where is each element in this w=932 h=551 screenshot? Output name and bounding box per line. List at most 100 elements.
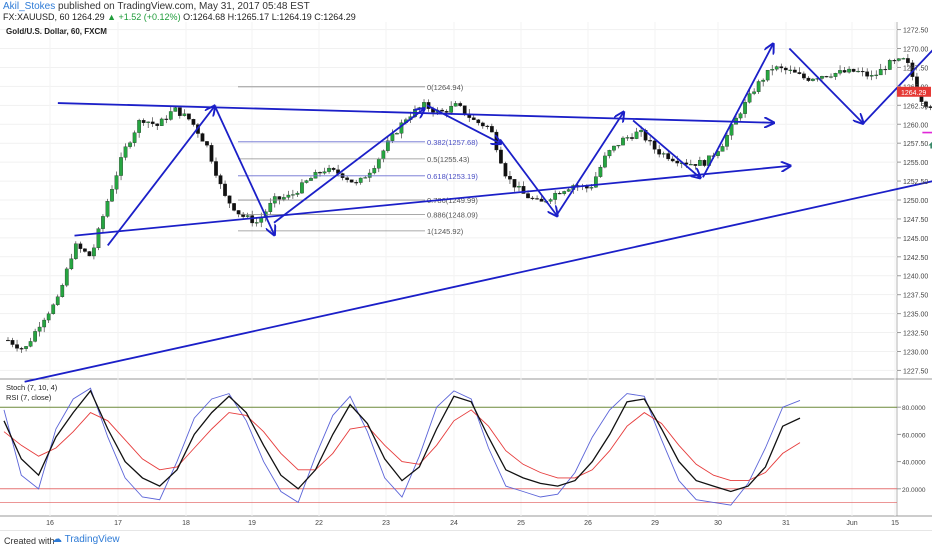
candle-body — [489, 126, 494, 133]
candle-body — [621, 137, 625, 146]
price-tick-label: 1230.00 — [903, 349, 928, 356]
candle-body — [227, 195, 232, 204]
candle-body — [19, 348, 24, 350]
candle-body — [829, 76, 833, 78]
candle-body — [55, 296, 60, 305]
candle-body — [670, 158, 675, 162]
price-tick-label: 1272.50 — [903, 28, 928, 35]
wave-arrow — [213, 104, 274, 235]
candle-body — [675, 160, 680, 164]
candle-body — [833, 73, 838, 77]
candle-body — [232, 203, 236, 211]
candle-body — [164, 118, 169, 120]
candle-body — [806, 77, 811, 81]
price-tick-label: 1232.50 — [903, 331, 928, 338]
candle-body — [743, 102, 747, 114]
price-tick-label: 1227.50 — [903, 368, 928, 375]
price-tick-label: 1257.50 — [903, 141, 928, 148]
candle-body — [720, 146, 725, 152]
fib-level-label: 0(1264.94) — [427, 83, 464, 92]
candle-body — [865, 71, 870, 77]
price-tick-label: 1267.50 — [903, 65, 928, 72]
candle-body — [182, 113, 187, 116]
candle-body — [874, 74, 879, 76]
candle-body — [774, 66, 779, 70]
candle-body — [367, 172, 372, 178]
price-tick-label: 1270.00 — [903, 47, 928, 54]
candle-body — [187, 113, 191, 120]
candle-body — [155, 123, 160, 126]
candle-body — [688, 164, 693, 166]
candle-body — [291, 194, 295, 196]
candle-body — [114, 175, 119, 190]
candle-body — [530, 197, 535, 199]
candle-body — [64, 268, 69, 286]
osc-tick-label: 80.0000 — [902, 405, 926, 412]
wave-arrow — [273, 109, 424, 224]
candle-body — [241, 213, 246, 217]
candle-body — [245, 215, 250, 217]
candle-body — [363, 177, 368, 179]
candle-body — [6, 339, 10, 342]
ohlc-high: H:1265.17 — [227, 12, 270, 22]
candle-body — [327, 167, 331, 172]
symbol-label: FX:XAUUSD, 60 — [3, 12, 70, 22]
chart-area[interactable]: Gold/U.S. Dollar, 60, FXCM 0(1264.94) 0.38… — [0, 22, 932, 530]
stoch-title: Stoch (7, 10, 4) — [6, 383, 58, 392]
wave-arrow — [702, 45, 773, 178]
candle-body — [376, 158, 381, 169]
candle-body — [268, 202, 273, 212]
osc-tick-label: 40.0000 — [902, 460, 926, 467]
chart-canvas[interactable]: Gold/U.S. Dollar, 60, FXCM 0(1264.94) 0.38… — [0, 22, 932, 530]
candle-body — [526, 193, 530, 199]
osc-tick-label: 20.0000 — [902, 487, 926, 494]
candle-body — [738, 113, 743, 119]
candle-body — [349, 179, 354, 183]
candle-body — [177, 107, 182, 116]
publish-header: Akil_Stokes published on TradingView.com… — [0, 0, 932, 22]
candle-body — [589, 187, 594, 189]
symbol-ohlc-line: FX:XAUUSD, 60 1264.29 ▲ +1.52 (+0.12%) O… — [3, 12, 356, 22]
candle-body — [548, 199, 553, 202]
candle-body — [702, 160, 707, 166]
time-tick-label: 19 — [248, 520, 256, 527]
ohlc-low: L:1264.19 — [271, 12, 312, 22]
wave-arrow — [632, 119, 700, 177]
candle-body — [639, 130, 643, 133]
candle-body — [878, 68, 883, 76]
candle-body — [385, 140, 390, 151]
osc-tick-label: 60.0000 — [902, 432, 926, 439]
candle-body — [842, 70, 847, 73]
candle-body — [603, 155, 607, 168]
time-tick-label: 17 — [114, 520, 122, 527]
candle-body — [851, 68, 856, 72]
candle-body — [422, 102, 426, 108]
candle-body — [277, 196, 282, 200]
candle-body — [73, 243, 78, 259]
time-tick-label: 25 — [517, 520, 525, 527]
oscillator-panel: Stoch (7, 10, 4)RSI (7, close) — [0, 383, 897, 506]
time-tick-label: 30 — [714, 520, 722, 527]
tradingview-logo[interactable]: ☁ TradingView — [52, 534, 120, 545]
candle-body — [485, 125, 490, 127]
candle-body — [503, 163, 508, 177]
candle-body — [51, 304, 56, 314]
candle-body — [33, 331, 37, 342]
price-tick-label: 1240.00 — [903, 274, 928, 281]
author-link[interactable]: Akil_Stokes — [3, 1, 56, 12]
candle-body — [15, 344, 19, 349]
up-arrow-marker — [928, 141, 932, 149]
candle-body — [146, 121, 151, 123]
candle-body — [132, 132, 137, 143]
candle-body — [648, 140, 652, 142]
price-tick-label: 1247.50 — [903, 217, 928, 224]
candle-body — [173, 107, 178, 112]
candle-body — [901, 58, 906, 60]
candle-body — [259, 217, 264, 223]
candle-body — [535, 198, 539, 200]
candle-body — [281, 197, 286, 200]
price-tick-label: 1252.50 — [903, 179, 928, 186]
candle-body — [869, 75, 874, 77]
candle-body — [46, 313, 51, 321]
candle-body — [28, 341, 33, 347]
